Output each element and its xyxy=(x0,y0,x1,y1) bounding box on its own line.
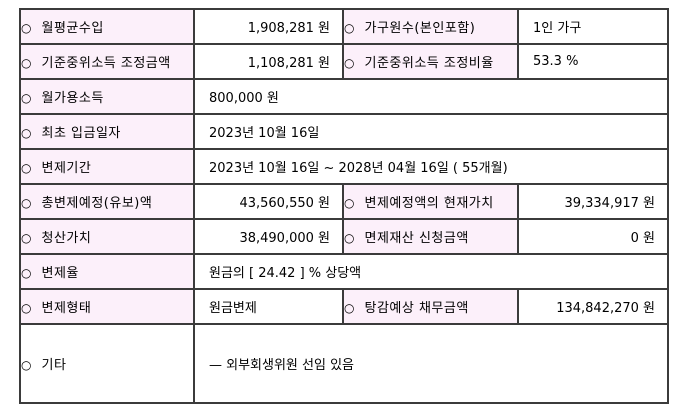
circle-bullet-icon: ○ xyxy=(21,196,32,210)
label-text: 면제재산 신청금액 xyxy=(364,231,469,246)
row-label-etc: ○ 기타 xyxy=(19,323,195,404)
circle-bullet-icon: ○ xyxy=(21,126,32,140)
label-text: 최초 입금일자 xyxy=(41,126,121,141)
table-row: ○ 변제율 원금의 [ 24.42 ] % 상당액 xyxy=(19,253,669,290)
label-text: 월가용소득 xyxy=(41,91,104,106)
label-text: 청산가치 xyxy=(41,231,92,246)
repayment-plan-table: ○ 월평균수입 1,908,281 원 ○ 가구원수(본인포함) 1인 가구 ○ 기준… xyxy=(19,8,669,404)
circle-bullet-icon: ○ xyxy=(21,231,32,245)
circle-bullet-icon: ○ xyxy=(21,301,32,315)
value-expected-forgiven-debt: 134,842,270 원 xyxy=(517,288,669,325)
circle-bullet-icon: ○ xyxy=(21,91,32,105)
label-text: 가구원수(본인포함) xyxy=(364,21,476,36)
label-text: 기타 xyxy=(41,358,67,373)
row-label-exempt-property-request: ○ 면제재산 신청금액 xyxy=(342,218,519,255)
table-row: ○ 기타 — 외부회생위원 선임 있음 xyxy=(19,323,669,404)
circle-bullet-icon: ○ xyxy=(344,56,355,70)
table-row: ○ 기준중위소득 조정금액 1,108,281 원 ○ 기준중위소득 조정비율 53… xyxy=(19,43,669,80)
label-text: 월평균수입 xyxy=(41,21,104,36)
label-text: 기준중위소득 조정비율 xyxy=(364,56,494,71)
table-row: ○ 총변제예정(유보)액 43,560,550 원 ○ 변제예정액의 현재가치 39… xyxy=(19,183,669,220)
table-row: ○ 월가용소득 800,000 원 xyxy=(19,78,669,115)
circle-bullet-icon: ○ xyxy=(344,196,355,210)
circle-bullet-icon: ○ xyxy=(21,266,32,280)
row-label-present-value-of-repayment: ○ 변제예정액의 현재가치 xyxy=(342,183,519,220)
value-median-income-adjusted-amount: 1,108,281 원 xyxy=(193,43,344,80)
value-monthly-disposable-income: 800,000 원 xyxy=(193,78,669,115)
row-label-liquidation-value: ○ 청산가치 xyxy=(19,218,195,255)
label-text: 기준중위소득 조정금액 xyxy=(41,56,171,71)
row-label-expected-forgiven-debt: ○ 탕감예상 채무금액 xyxy=(342,288,519,325)
row-label-median-income-adjusted-amount: ○ 기준중위소득 조정금액 xyxy=(19,43,195,80)
table-row: ○ 청산가치 38,490,000 원 ○ 면제재산 신청금액 0 원 xyxy=(19,218,669,255)
value-present-value-of-repayment: 39,334,917 원 xyxy=(517,183,669,220)
value-repayment-period: 2023년 10월 16일 ~ 2028년 04월 16일 ( 55개월) xyxy=(193,148,669,185)
circle-bullet-icon: ○ xyxy=(344,231,355,245)
circle-bullet-icon: ○ xyxy=(344,301,355,315)
label-text: 총변제예정(유보)액 xyxy=(41,196,153,211)
value-etc-note: — 외부회생위원 선임 있음 xyxy=(193,323,669,404)
row-label-household-size: ○ 가구원수(본인포함) xyxy=(342,8,519,45)
label-text: 탕감예상 채무금액 xyxy=(364,301,469,316)
row-label-first-deposit-date: ○ 최초 입금일자 xyxy=(19,113,195,150)
value-household-size: 1인 가구 xyxy=(517,8,669,45)
table-row: ○ 최초 입금일자 2023년 10월 16일 xyxy=(19,113,669,150)
label-text: 변제기간 xyxy=(41,161,92,176)
value-first-deposit-date: 2023년 10월 16일 xyxy=(193,113,669,150)
value-monthly-avg-income: 1,908,281 원 xyxy=(193,8,344,45)
circle-bullet-icon: ○ xyxy=(21,56,32,70)
row-label-repayment-type: ○ 변제형태 xyxy=(19,288,195,325)
circle-bullet-icon: ○ xyxy=(344,21,355,35)
value-total-planned-repayment: 43,560,550 원 xyxy=(193,183,344,220)
row-label-repayment-rate: ○ 변제율 xyxy=(19,253,195,290)
row-label-median-income-adjust-ratio: ○ 기준중위소득 조정비율 xyxy=(342,43,519,80)
label-text: 변제예정액의 현재가치 xyxy=(364,196,494,211)
value-liquidation-value: 38,490,000 원 xyxy=(193,218,344,255)
table-row: ○ 변제형태 원금변제 ○ 탕감예상 채무금액 134,842,270 원 xyxy=(19,288,669,325)
row-label-monthly-avg-income: ○ 월평균수입 xyxy=(19,8,195,45)
value-repayment-type: 원금변제 xyxy=(193,288,344,325)
table-row: ○ 월평균수입 1,908,281 원 ○ 가구원수(본인포함) 1인 가구 xyxy=(19,8,669,45)
table-row: ○ 변제기간 2023년 10월 16일 ~ 2028년 04월 16일 ( 55… xyxy=(19,148,669,185)
value-median-income-adjust-ratio: 53.3 % xyxy=(517,43,669,80)
value-repayment-rate: 원금의 [ 24.42 ] % 상당액 xyxy=(193,253,669,290)
circle-bullet-icon: ○ xyxy=(21,358,32,372)
value-exempt-property-request: 0 원 xyxy=(517,218,669,255)
row-label-repayment-period: ○ 변제기간 xyxy=(19,148,195,185)
circle-bullet-icon: ○ xyxy=(21,21,32,35)
row-label-total-planned-repayment: ○ 총변제예정(유보)액 xyxy=(19,183,195,220)
label-text: 변제형태 xyxy=(41,301,92,316)
row-label-monthly-disposable-income: ○ 월가용소득 xyxy=(19,78,195,115)
label-text: 변제율 xyxy=(41,266,79,281)
circle-bullet-icon: ○ xyxy=(21,161,32,175)
